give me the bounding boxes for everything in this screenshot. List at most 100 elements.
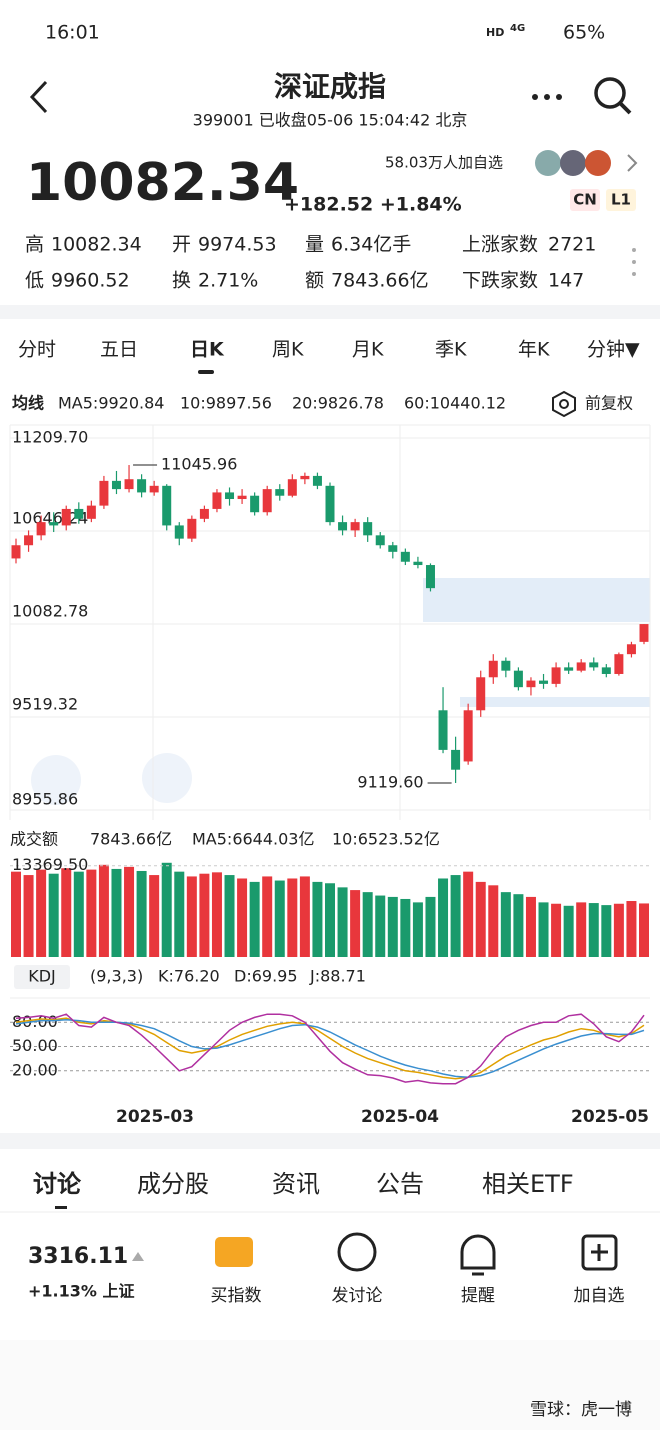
volume-bar bbox=[174, 871, 185, 957]
volume-bar bbox=[362, 892, 373, 957]
candle-body bbox=[589, 662, 599, 668]
volume-bar bbox=[551, 903, 562, 957]
candle-body bbox=[413, 561, 423, 566]
kdj-line bbox=[15, 1019, 645, 1078]
vol-ma: MA5:6644.03亿 bbox=[192, 830, 315, 849]
badge-bg bbox=[570, 189, 600, 211]
volume-bar bbox=[438, 878, 449, 957]
volume-bar bbox=[350, 890, 361, 957]
candle-body bbox=[501, 660, 511, 671]
content-tab[interactable]: 公告 bbox=[376, 1170, 424, 1198]
adjust[interactable]: 前复权 bbox=[585, 394, 633, 413]
more-icon[interactable] bbox=[532, 94, 562, 100]
stat-value: 9960.52 bbox=[51, 270, 130, 292]
y-tick-label: 11209.70 bbox=[12, 428, 88, 447]
candle-body bbox=[400, 551, 410, 562]
high-annotation: 11045.96 bbox=[161, 455, 237, 474]
volume-bar bbox=[136, 870, 147, 957]
chevron[interactable] bbox=[627, 154, 638, 172]
candle-body bbox=[639, 624, 649, 642]
tab[interactable]: 季K bbox=[435, 339, 467, 361]
content-tab[interactable]: 成分股 bbox=[137, 1170, 209, 1198]
candle-body bbox=[86, 505, 96, 519]
watermark: 雪球：虎一博 bbox=[530, 1400, 632, 1420]
add-icon[interactable] bbox=[581, 1234, 618, 1271]
menu-dots[interactable] bbox=[632, 248, 636, 276]
volume-bar bbox=[387, 896, 398, 957]
y-tick-label: 10082.78 bbox=[12, 602, 88, 621]
buy-icon[interactable] bbox=[215, 1237, 253, 1267]
candle-body bbox=[24, 535, 34, 546]
content-tab[interactable]: 讨论 bbox=[33, 1170, 82, 1198]
candle-body bbox=[338, 522, 348, 531]
gap-zone bbox=[423, 578, 650, 622]
tab[interactable]: 周K bbox=[272, 339, 304, 361]
volume-bar bbox=[463, 871, 474, 957]
volume-bar bbox=[626, 901, 637, 957]
tab[interactable]: 月K bbox=[352, 339, 384, 361]
volume-bar bbox=[111, 868, 122, 957]
candle-body bbox=[124, 479, 134, 490]
candle-body bbox=[262, 489, 272, 513]
action-label[interactable]: 买指数 bbox=[211, 1286, 262, 1306]
volume-bar bbox=[186, 876, 197, 957]
stat-label: 额 bbox=[305, 270, 324, 292]
tab[interactable]: 分钟▼ bbox=[587, 339, 640, 361]
candle-body bbox=[250, 495, 260, 513]
candle-body bbox=[388, 545, 398, 552]
back-icon[interactable] bbox=[29, 80, 48, 114]
search-icon[interactable] bbox=[594, 77, 632, 115]
network: HD bbox=[486, 26, 504, 39]
expand-button[interactable] bbox=[31, 755, 81, 805]
discuss-icon[interactable] bbox=[337, 1232, 377, 1272]
kdj-readout: D:69.95 bbox=[234, 967, 298, 986]
stat-label: 上涨家数 bbox=[462, 234, 538, 256]
candle-body bbox=[526, 680, 536, 688]
index-change[interactable]: +1.13% 上证 bbox=[28, 1282, 135, 1301]
content-tab-indicator bbox=[55, 1206, 67, 1209]
volume-bar bbox=[237, 878, 248, 957]
content-tab[interactable]: 相关ETF bbox=[482, 1170, 574, 1198]
candle-body bbox=[212, 492, 222, 509]
action-label[interactable]: 提醒 bbox=[461, 1286, 495, 1306]
candle-body bbox=[61, 508, 71, 526]
candle-body bbox=[325, 485, 335, 523]
fullscreen-button[interactable] bbox=[142, 753, 192, 803]
candle-body bbox=[49, 522, 59, 526]
candle-body bbox=[601, 667, 611, 674]
tab[interactable]: 日K bbox=[190, 339, 225, 361]
volume-bar bbox=[287, 878, 298, 957]
kdj-tag bbox=[14, 965, 70, 989]
action-label[interactable]: 加自选 bbox=[574, 1286, 625, 1306]
candle-body bbox=[564, 667, 574, 671]
tab[interactable]: 五日 bbox=[100, 339, 138, 361]
volume-bar bbox=[450, 875, 461, 957]
volume-bar bbox=[400, 898, 411, 957]
volume-bar bbox=[274, 880, 285, 957]
tab[interactable]: 年K bbox=[518, 339, 550, 361]
volume-bar bbox=[412, 902, 423, 957]
volume-bar bbox=[576, 902, 587, 957]
candle-body bbox=[275, 489, 285, 496]
badge: L1 bbox=[611, 191, 631, 209]
date-label: 2025-03 bbox=[116, 1107, 194, 1127]
action-label[interactable]: 发讨论 bbox=[332, 1286, 383, 1306]
candle-body bbox=[225, 492, 235, 500]
adjust-icon[interactable] bbox=[552, 390, 576, 418]
index-price[interactable]: 3316.11 bbox=[28, 1244, 128, 1269]
candle-body bbox=[614, 654, 624, 674]
candle-body bbox=[187, 518, 197, 539]
tab[interactable]: 分时 bbox=[18, 339, 56, 361]
volume-bar bbox=[563, 905, 574, 957]
ma-label: 均线 bbox=[12, 394, 44, 413]
candle-body bbox=[111, 480, 121, 490]
up-arrow bbox=[132, 1252, 144, 1261]
content-tab[interactable]: 资讯 bbox=[272, 1170, 320, 1198]
ma-value: 10:9897.56 bbox=[180, 394, 272, 413]
y-tick-label: 9519.32 bbox=[12, 695, 78, 714]
avatars bbox=[535, 150, 611, 176]
alert-icon[interactable] bbox=[460, 1234, 496, 1276]
volume-bar bbox=[525, 896, 536, 957]
